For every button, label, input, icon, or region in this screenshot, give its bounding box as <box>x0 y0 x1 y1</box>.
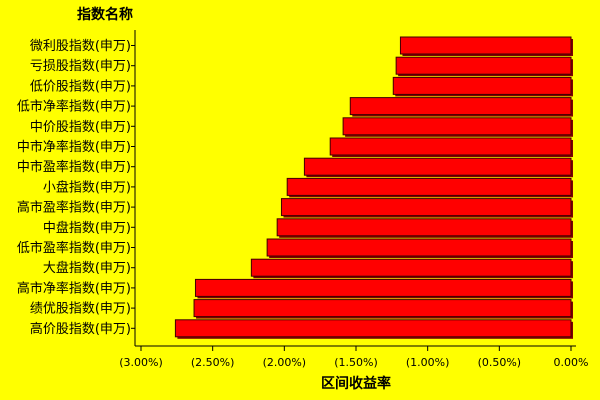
y-tick-label: 大盘指数(申万) <box>43 260 131 276</box>
y-tick-label: 高市净率指数(申万) <box>17 280 131 296</box>
y-tick-label: 亏损股指数(申万) <box>30 59 131 74</box>
y-tick-label: 高价股指数(申万) <box>30 321 131 337</box>
bar <box>399 36 572 55</box>
y-tick-label: 低市盈率指数(申万) <box>17 240 131 256</box>
bar <box>250 258 572 277</box>
bar <box>280 198 572 217</box>
bar <box>392 76 572 95</box>
bar <box>193 299 572 318</box>
y-tick-label: 中市净率指数(申万) <box>17 139 131 155</box>
y-tick-label: 中盘指数(申万) <box>43 220 131 236</box>
bar <box>349 97 572 116</box>
y-tick-label: 低价股指数(申万) <box>30 79 131 94</box>
x-axis-title: 区间收益率 <box>321 375 391 392</box>
x-tick-label: (0.50%) <box>478 356 522 369</box>
bar <box>174 319 572 338</box>
x-tick-label: (1.50%) <box>334 356 378 369</box>
x-tick-label: (3.00%) <box>119 356 163 369</box>
x-tick-label: (2.50%) <box>191 356 235 369</box>
bar <box>194 278 572 297</box>
bar <box>395 56 572 75</box>
bar <box>276 218 572 237</box>
y-tick-label: 低市净率指数(申万) <box>17 99 131 115</box>
y-tick-label: 微利股指数(申万) <box>30 39 131 54</box>
bar <box>329 137 572 156</box>
x-tick-label: (1.00%) <box>406 356 450 369</box>
x-tick-label: 0.00% <box>554 356 589 369</box>
y-tick-label: 绩优股指数(申万) <box>30 302 131 317</box>
bar <box>303 157 572 176</box>
y-tick-label: 小盘指数(申万) <box>43 179 131 195</box>
chart-title: 指数名称 <box>77 6 133 23</box>
y-tick-label: 中市盈率指数(申万) <box>17 159 131 175</box>
y-tick-label: 中价股指数(申万) <box>30 120 131 135</box>
y-tick-label: 高市盈率指数(申万) <box>17 200 131 216</box>
x-tick-label: (2.00%) <box>263 356 307 369</box>
bar <box>266 238 572 257</box>
bar <box>342 117 572 136</box>
bar <box>286 177 572 196</box>
